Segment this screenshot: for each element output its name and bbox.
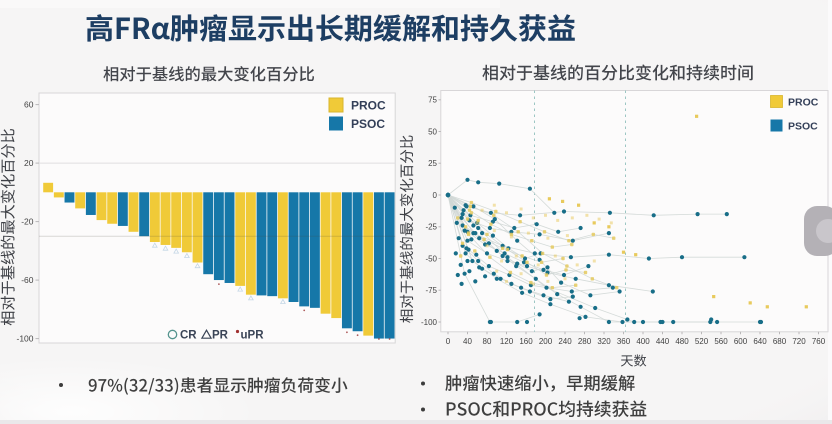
svg-text:520: 520 xyxy=(695,337,709,346)
svg-text:25: 25 xyxy=(428,159,437,168)
svg-text:160: 160 xyxy=(519,337,533,346)
svg-text:640: 640 xyxy=(753,337,767,346)
svg-text:PROC: PROC xyxy=(788,97,819,109)
svg-text:0: 0 xyxy=(446,337,451,346)
svg-text:CR: CR xyxy=(180,330,197,342)
svg-text:120: 120 xyxy=(500,337,514,346)
svg-text:40: 40 xyxy=(463,337,472,346)
svg-text:-100: -100 xyxy=(16,334,33,344)
svg-text:20: 20 xyxy=(24,158,34,168)
svg-text:560: 560 xyxy=(714,337,728,346)
svg-text:-60: -60 xyxy=(21,275,34,285)
svg-text:200: 200 xyxy=(539,337,553,346)
svg-text:400: 400 xyxy=(636,337,650,346)
svg-text:PSOC: PSOC xyxy=(788,121,818,133)
svg-text:480: 480 xyxy=(675,337,689,346)
svg-text:720: 720 xyxy=(792,337,806,346)
svg-text:0: 0 xyxy=(433,191,438,200)
svg-text:280: 280 xyxy=(578,337,592,346)
svg-text:680: 680 xyxy=(773,337,787,346)
svg-text:360: 360 xyxy=(617,337,631,346)
svg-text:-20: -20 xyxy=(21,217,34,227)
svg-text:240: 240 xyxy=(558,337,572,346)
svg-text:PROC: PROC xyxy=(351,99,386,113)
svg-text:440: 440 xyxy=(656,337,670,346)
svg-text:PR: PR xyxy=(212,330,229,342)
svg-text:50: 50 xyxy=(428,127,437,136)
svg-text:600: 600 xyxy=(734,337,748,346)
svg-text:-75: -75 xyxy=(425,286,437,295)
svg-text:320: 320 xyxy=(597,337,611,346)
svg-text:-25: -25 xyxy=(425,223,437,232)
svg-text:-50: -50 xyxy=(425,254,437,263)
svg-text:PSOC: PSOC xyxy=(351,117,385,131)
svg-text:60: 60 xyxy=(24,100,34,110)
svg-text:-100: -100 xyxy=(421,318,438,327)
svg-text:80: 80 xyxy=(483,337,492,346)
svg-text:uPR: uPR xyxy=(241,330,265,342)
svg-text:75: 75 xyxy=(428,96,437,105)
svg-text:760: 760 xyxy=(812,337,826,346)
